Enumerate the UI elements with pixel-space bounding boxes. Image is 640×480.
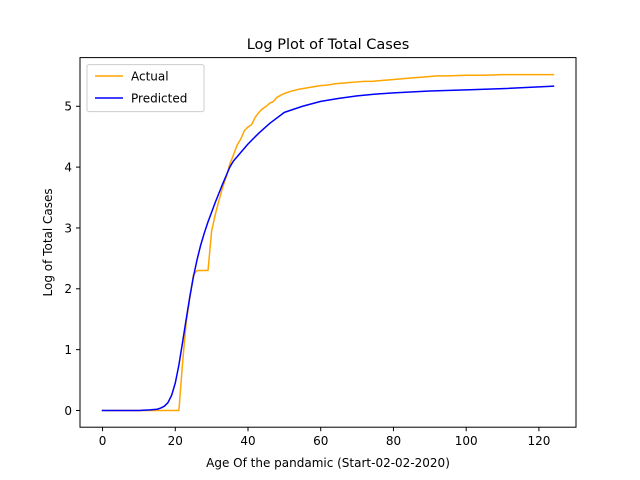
x-tick-label: 60 [313, 434, 328, 448]
x-tick-label: 120 [527, 434, 550, 448]
x-axis-label: Age Of the pandamic (Start-02-02-2020) [206, 456, 450, 470]
x-tick-label: 0 [99, 434, 107, 448]
x-tick-label: 40 [240, 434, 255, 448]
legend-label-actual: Actual [131, 69, 169, 83]
series-line-actual [101, 73, 555, 412]
y-tick-label: 1 [64, 343, 72, 357]
series-line-predicted [101, 85, 555, 412]
y-axis-label: Log of Total Cases [41, 188, 55, 296]
tick-marks [76, 105, 540, 432]
x-tick-label: 20 [168, 434, 183, 448]
legend-label-predicted: Predicted [131, 91, 187, 105]
y-tick-label: 0 [64, 404, 72, 418]
y-tick-label: 3 [64, 221, 72, 235]
chart-title: Log Plot of Total Cases [247, 37, 410, 53]
y-tick-label: 5 [64, 100, 72, 114]
legend: Actual Predicted [86, 64, 205, 113]
series-layer [101, 73, 555, 412]
x-tick-label: 80 [386, 434, 401, 448]
y-tick-label: 4 [64, 160, 72, 174]
tick-labels: 0 20 40 60 80 100 120 0 1 2 3 4 5 [64, 100, 550, 449]
x-tick-label: 100 [455, 434, 478, 448]
y-tick-label: 2 [64, 282, 72, 296]
plot-area-frame [79, 57, 577, 428]
